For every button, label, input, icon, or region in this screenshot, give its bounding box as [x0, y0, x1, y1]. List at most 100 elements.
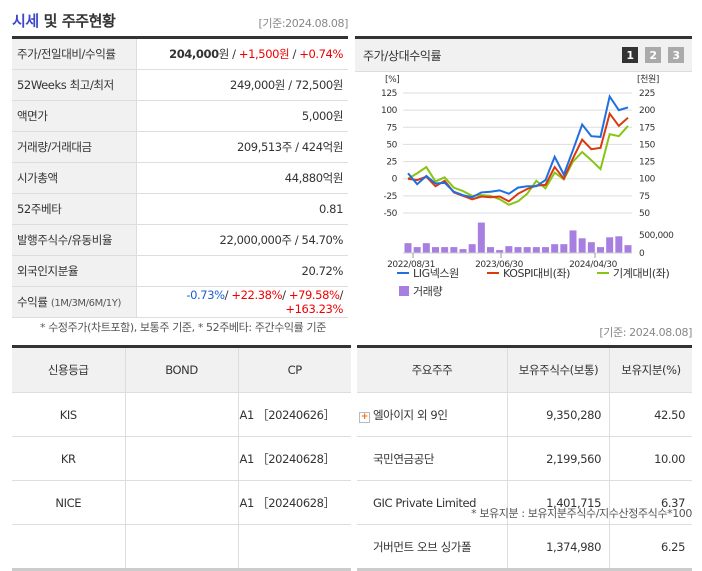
right-tick-label: 150 — [639, 140, 656, 150]
credit-cell: A1 ［20240628］ — [238, 436, 351, 481]
volume-bar — [432, 247, 439, 253]
holders-note: * 보유지분 : 보유지분주식수/지수산정주식수*100 — [471, 507, 692, 520]
shares-count: 9,350,280 — [507, 392, 610, 437]
volume-bar — [496, 250, 504, 253]
price-change: +1,500원 — [238, 47, 290, 61]
row-label: 외국인지분율 — [17, 264, 79, 278]
legend-label: LIG넥스원 — [413, 267, 459, 280]
volume-bar — [523, 247, 531, 253]
shareholder-row: 거버먼트 오브 싱가폴 1,374,980 6.25 — [357, 524, 692, 570]
left-tick-label: -50 — [384, 209, 398, 219]
holders-header: 보유주식수(보통) — [507, 346, 610, 393]
shares-count: 2,199,560 — [507, 436, 610, 481]
volume-bar — [569, 230, 577, 253]
volume-bar — [404, 243, 412, 253]
volume-bar — [441, 247, 449, 253]
summary-row: 52주베타 0.81 — [12, 193, 348, 225]
volume-bar — [597, 247, 604, 253]
left-tick-label: 0 — [392, 175, 398, 185]
credit-cell — [125, 480, 239, 525]
volume-bar — [578, 238, 586, 253]
summary-row: 수익률 (1M/3M/6M/1Y) -0.73%/ +22.38%/ +79.58… — [12, 286, 348, 318]
shareholder-row: GIC Private Limited 1,401,715 6.37 — [357, 480, 692, 525]
summary-row: 52Weeks 최고/최저 249,000원 / 72,500원 — [12, 69, 348, 101]
return-3m: +22.38% — [231, 288, 283, 302]
volume-bar — [413, 247, 421, 253]
row-label: 수익률 — [17, 295, 48, 309]
major-shareholders-table: 주요주주 보유주식수(보통) 보유지분(%) + 엘아이지 외 9인 9,350,280 4… — [357, 345, 692, 571]
volume-bar — [532, 247, 540, 253]
price-summary-table: 주가/전일대비/수익률 204,000원 / +1,500원 / +0.74% 52… — [12, 36, 348, 318]
holders-date: [기준: 2024.08.08] — [599, 326, 692, 339]
left-tick-label: 100 — [381, 106, 398, 116]
shareholder-name: GIC Private Limited — [373, 495, 477, 510]
share-percent: 6.37 — [609, 480, 692, 525]
right-tick-label: 75 — [639, 192, 650, 202]
summary-row: 외국인지분율 20.72% — [12, 255, 348, 287]
volume-bar — [468, 244, 476, 253]
reference-date: [기준:2024.08.08] — [258, 17, 348, 30]
credit-cell — [125, 392, 239, 437]
volume-zero-label: 0 — [639, 249, 645, 259]
chart-page-3-button[interactable]: 3 — [668, 47, 684, 63]
left-tick-label: 25 — [386, 158, 397, 168]
credit-row: NICE A1 ［20240628］ — [12, 480, 351, 525]
chart-panel: 주가/상대수익률 1 2 3 — [355, 36, 692, 313]
right-tick-label: 200 — [639, 106, 656, 116]
row-value: 20.72% — [136, 255, 348, 287]
credit-header: CP — [238, 346, 351, 393]
left-tick-label: 50 — [386, 140, 397, 150]
credit-rating-table: 신용등급 BOND CP KIS A1 ［20240626］ KR A1 ［20240628… — [12, 345, 351, 571]
row-label: 시가총액 — [17, 171, 58, 185]
row-label: 거래량/거래대금 — [17, 140, 92, 154]
series-line — [407, 111, 629, 203]
shareholder-row: 국민연금공단 2,199,560 10.00 — [357, 436, 692, 481]
credit-cell: KIS — [12, 392, 126, 437]
volume-bar — [505, 246, 513, 253]
shareholder-row: + 엘아이지 외 9인 9,350,280 42.50 — [357, 392, 692, 437]
right-tick-label: 225 — [639, 89, 655, 99]
holders-header: 보유지분(%) — [609, 346, 692, 393]
share-percent: 10.00 — [609, 436, 692, 481]
chart-page-2-button[interactable]: 2 — [645, 47, 661, 63]
row-label: 발행주식수/유동비율 — [17, 233, 113, 247]
volume-bar — [459, 249, 467, 253]
row-label: 52Weeks 최고/최저 — [17, 78, 114, 92]
row-value: 44,880억원 — [136, 162, 348, 194]
row-sublabel: (1M/3M/6M/1Y) — [50, 298, 122, 309]
holders-header: 주요주주 — [357, 346, 508, 393]
right-axis-unit: [천원] — [637, 74, 659, 85]
row-value: 209,513주 / 424억원 — [136, 131, 348, 163]
credit-cell — [125, 524, 239, 570]
shares-count: 1,401,715 — [507, 480, 610, 525]
credit-cell: NICE — [12, 480, 126, 525]
left-tick-label: 75 — [386, 123, 397, 133]
right-tick-label: 175 — [639, 123, 655, 133]
credit-row — [12, 524, 351, 570]
left-axis-unit: [%] — [385, 75, 399, 85]
series-line — [407, 93, 629, 199]
credit-header: 신용등급 — [12, 346, 126, 393]
credit-header: BOND — [125, 346, 239, 393]
chart-page-1-button[interactable]: 1 — [622, 47, 638, 63]
volume-tick-label: 500,000 — [639, 231, 674, 241]
shares-count: 1,374,980 — [507, 524, 610, 570]
current-price: 204,000 — [169, 47, 219, 61]
legend-label: 거래량 — [413, 285, 442, 298]
shareholder-name: 국민연금공단 — [373, 451, 435, 466]
credit-row: KIS A1 ［20240626］ — [12, 392, 351, 437]
credit-cell — [238, 524, 351, 570]
right-tick-label: 50 — [639, 209, 650, 219]
summary-note: * 수정주가(차트포함), 보통주 기준, * 52주베타: 주간수익률 기준 — [40, 321, 326, 334]
volume-bar — [477, 222, 485, 253]
row-value: 0.81 — [136, 193, 348, 225]
row-value: 5,000원 — [136, 100, 348, 132]
share-percent: 6.25 — [609, 524, 692, 570]
summary-row: 거래량/거래대금 209,513주 / 424억원 — [12, 131, 348, 163]
summary-row: 발행주식수/유동비율 22,000,000주 / 54.70% — [12, 224, 348, 256]
volume-bar — [487, 247, 494, 253]
series-line — [407, 125, 629, 206]
credit-cell: A1 ［20240628］ — [238, 480, 351, 525]
expand-icon[interactable]: + — [359, 411, 370, 423]
left-tick-label: -25 — [384, 192, 398, 202]
